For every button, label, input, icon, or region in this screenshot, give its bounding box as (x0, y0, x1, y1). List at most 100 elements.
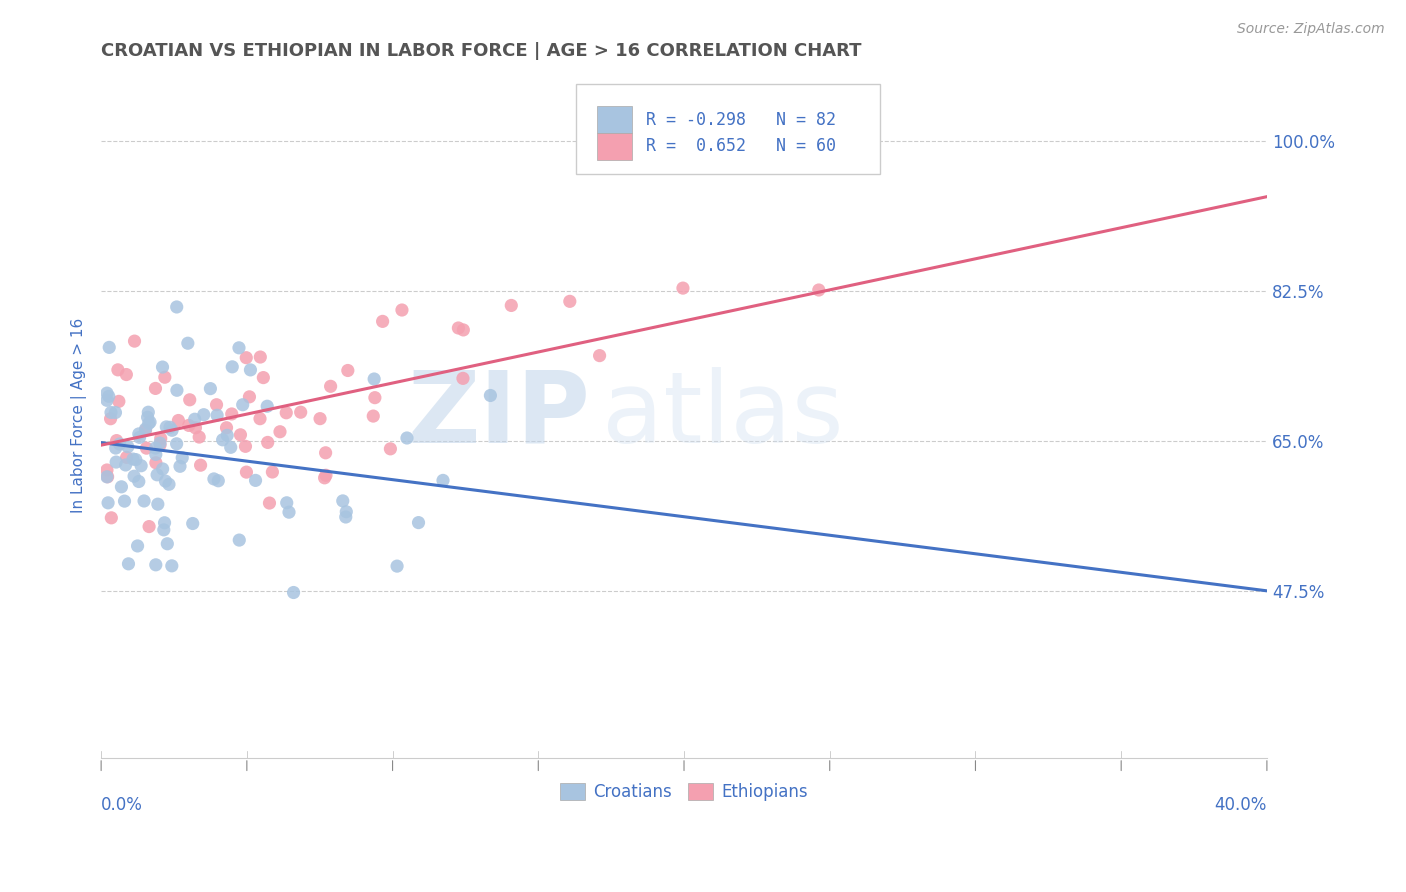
Legend: Croatians, Ethiopians: Croatians, Ethiopians (553, 776, 815, 808)
Point (207, 474, 229, 488)
Point (501, 298, 523, 312)
Point (364, 391, 387, 405)
Point (408, 516, 430, 530)
Point (96, 463, 118, 477)
Point (97, 470, 120, 484)
Point (193, 408, 215, 422)
Point (276, 496, 298, 510)
Point (200, 382, 222, 396)
Point (221, 359, 243, 374)
Y-axis label: In Labor Force | Age > 16: In Labor Force | Age > 16 (72, 318, 87, 513)
Text: 40.0%: 40.0% (1215, 797, 1267, 814)
Point (145, 558, 167, 572)
Point (235, 465, 257, 479)
Point (97, 389, 120, 403)
Point (314, 471, 336, 485)
Point (188, 430, 211, 444)
Text: atlas: atlas (602, 367, 844, 464)
Point (238, 390, 260, 404)
Point (190, 458, 212, 473)
Text: R = -0.298   N = 82: R = -0.298 N = 82 (645, 111, 835, 128)
Point (100, 411, 122, 425)
Point (97, 496, 120, 510)
Point (166, 437, 188, 451)
Point (269, 425, 291, 439)
Point (278, 505, 301, 519)
Point (283, 585, 305, 599)
FancyBboxPatch shape (596, 133, 631, 160)
Point (153, 370, 176, 384)
Point (395, 431, 418, 445)
Point (256, 399, 278, 413)
Point (179, 392, 201, 407)
Point (156, 537, 179, 551)
Point (672, 281, 695, 295)
Point (166, 300, 188, 314)
Point (114, 494, 136, 508)
Point (135, 441, 157, 455)
Point (217, 428, 239, 442)
Point (232, 398, 254, 412)
Point (479, 388, 502, 402)
Point (252, 370, 274, 384)
Point (432, 474, 454, 488)
Point (146, 467, 169, 482)
Point (114, 458, 136, 472)
Point (229, 427, 252, 442)
Point (128, 475, 150, 489)
Point (177, 418, 200, 433)
Point (136, 405, 159, 419)
Point (276, 406, 298, 420)
Point (107, 363, 129, 377)
Point (332, 494, 354, 508)
Point (363, 372, 385, 386)
Point (160, 558, 183, 573)
Point (169, 459, 191, 474)
Point (211, 433, 233, 447)
Point (315, 446, 337, 460)
Point (184, 412, 207, 426)
Point (115, 368, 138, 382)
Point (108, 394, 131, 409)
Point (127, 539, 149, 553)
Point (104, 441, 127, 455)
Point (371, 314, 394, 328)
Point (117, 557, 139, 571)
Point (447, 321, 470, 335)
Point (128, 430, 150, 444)
Point (145, 381, 167, 395)
Point (167, 413, 190, 427)
Point (105, 434, 128, 448)
Point (184, 421, 207, 435)
FancyBboxPatch shape (575, 84, 880, 174)
Point (155, 474, 177, 488)
Point (239, 363, 262, 377)
Point (166, 384, 188, 398)
Point (117, 440, 139, 454)
Point (136, 410, 159, 425)
Point (152, 462, 174, 476)
Text: CROATIAN VS ETHIOPIAN IN LABOR FORCE | AGE > 16 CORRELATION CHART: CROATIAN VS ETHIOPIAN IN LABOR FORCE | A… (101, 42, 862, 60)
Point (128, 426, 150, 441)
Point (135, 422, 157, 436)
Point (157, 477, 180, 491)
Point (100, 405, 122, 419)
Text: Source: ZipAtlas.com: Source: ZipAtlas.com (1237, 22, 1385, 37)
Point (245, 474, 267, 488)
Point (807, 283, 830, 297)
Point (177, 336, 200, 351)
Point (309, 411, 332, 425)
Point (221, 407, 243, 421)
Point (115, 450, 138, 465)
Point (108, 437, 131, 451)
Point (228, 341, 250, 355)
Point (256, 435, 278, 450)
Point (145, 456, 167, 470)
Point (228, 533, 250, 547)
Point (152, 359, 174, 374)
Point (361, 409, 384, 423)
Point (149, 438, 172, 452)
Point (139, 415, 162, 429)
Point (453, 323, 475, 337)
Point (558, 294, 581, 309)
